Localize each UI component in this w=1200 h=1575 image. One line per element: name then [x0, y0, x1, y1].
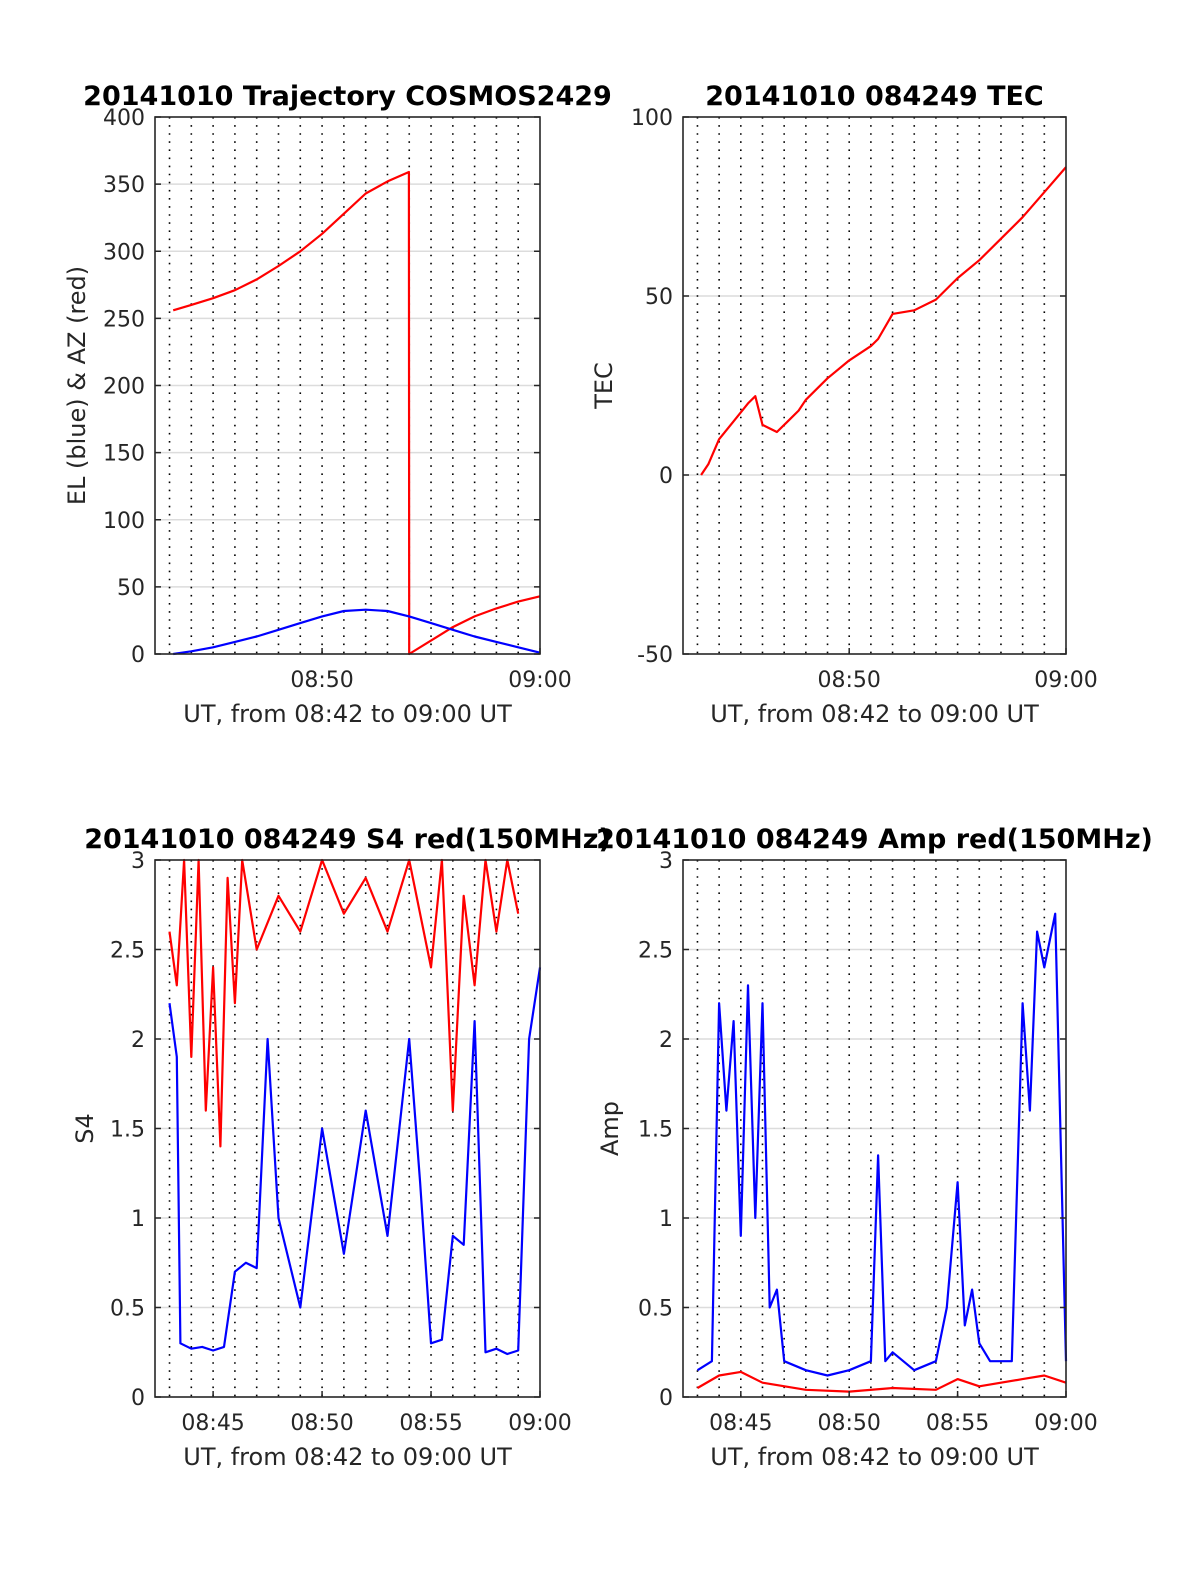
y-tick-label: 50 — [645, 285, 673, 310]
x-tick-label: 08:50 — [290, 668, 353, 693]
series-line-1 — [168, 858, 520, 1148]
series-line-1 — [172, 170, 541, 656]
y-tick-label: -50 — [637, 643, 673, 668]
y-axis-label: Amp — [596, 1101, 624, 1156]
chart-title: 20141010 084249 TEC — [705, 81, 1044, 112]
x-tick-label: 08:50 — [818, 1411, 881, 1436]
x-axis-label: UT, from 08:42 to 09:00 UT — [710, 700, 1039, 728]
y-tick-label: 0 — [131, 643, 145, 668]
y-tick-label: 2 — [659, 1028, 673, 1053]
chart-title: 20141010 084249 Amp red(150MHz) — [596, 824, 1153, 855]
y-tick-label: 1.5 — [638, 1118, 673, 1143]
x-tick-label: 08:45 — [181, 1411, 244, 1436]
axes-box — [682, 116, 1067, 655]
y-tick-label: 400 — [103, 106, 145, 131]
x-axis-label: UT, from 08:42 to 09:00 UT — [710, 1443, 1039, 1471]
series-line-2 — [696, 912, 1068, 1377]
y-tick-label: 0 — [659, 464, 673, 489]
series-line-1 — [700, 166, 1067, 476]
y-tick-label: 3 — [659, 849, 673, 874]
series-line-2 — [173, 608, 541, 656]
x-axis-label: UT, from 08:42 to 09:00 UT — [183, 700, 512, 728]
y-tick-label: 150 — [103, 442, 145, 467]
y-tick-label: 0 — [131, 1386, 145, 1411]
chart-panel-1: 0 50 100 150 200 250 300 350 400 08:50 09:00 201410… — [63, 81, 612, 728]
y-tick-label: 3 — [131, 849, 145, 874]
x-tick-label: 08:45 — [709, 1411, 772, 1436]
y-tick-label: 0.5 — [110, 1297, 145, 1322]
chart-title: 20141010 Trajectory COSMOS2429 — [83, 81, 612, 112]
y-tick-label: 2.5 — [110, 939, 145, 964]
y-tick-label: 350 — [103, 173, 145, 198]
chart-panel-3: 0 0.5 1 1.5 2 2.5 3 08:45 08:50 08:55 09:00 2014101… — [71, 824, 611, 1471]
x-tick-label: 09:00 — [1034, 668, 1097, 693]
x-tick-label: 08:50 — [290, 1411, 353, 1436]
y-axis-label: EL (blue) & AZ (red) — [63, 266, 91, 505]
chart-panel-2: -50 0 50 100 08:50 09:00 20141010 084249 TEC UT… — [590, 81, 1098, 728]
x-tick-label: 08:55 — [399, 1411, 462, 1436]
chart-title: 20141010 084249 S4 red(150MHz) — [84, 824, 611, 855]
chart-panel-4: 0 0.5 1 1.5 2 2.5 3 08:45 08:50 08:55 09:00 2014101… — [596, 824, 1153, 1471]
series-line-2 — [168, 967, 542, 1356]
y-axis-label: S4 — [71, 1113, 99, 1144]
y-tick-label: 2 — [131, 1028, 145, 1053]
y-tick-label: 100 — [631, 106, 673, 131]
x-tick-label: 09:00 — [1034, 1411, 1097, 1436]
y-tick-label: 300 — [103, 240, 145, 265]
y-tick-label: 0.5 — [638, 1297, 673, 1322]
x-tick-label: 08:50 — [818, 668, 881, 693]
y-tick-label: 2.5 — [638, 939, 673, 964]
y-tick-label: 1 — [131, 1207, 145, 1232]
x-tick-label: 08:55 — [926, 1411, 989, 1436]
x-axis-label: UT, from 08:42 to 09:00 UT — [183, 1443, 512, 1471]
y-tick-label: 200 — [103, 375, 145, 400]
y-tick-label: 50 — [117, 576, 145, 601]
y-tick-label: 1.5 — [110, 1118, 145, 1143]
y-tick-label: 250 — [103, 307, 145, 332]
y-axis-label: TEC — [590, 362, 618, 410]
series-line-1 — [696, 1370, 1067, 1393]
x-tick-label: 09:00 — [508, 1411, 571, 1436]
y-tick-label: 0 — [659, 1386, 673, 1411]
x-tick-label: 09:00 — [508, 668, 571, 693]
y-tick-label: 1 — [659, 1207, 673, 1232]
y-tick-label: 100 — [103, 509, 145, 534]
